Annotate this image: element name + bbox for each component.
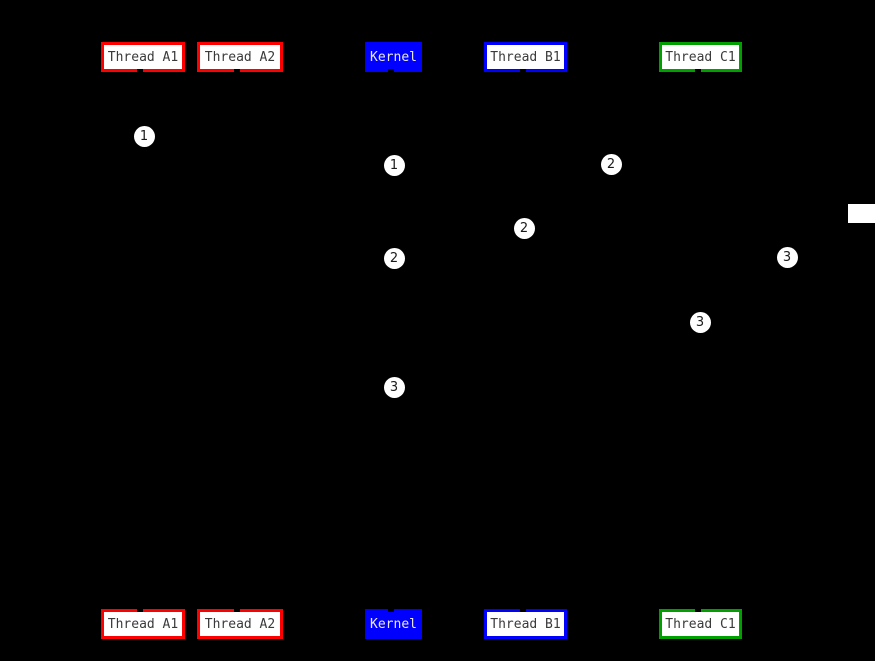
participant-box-bottom-thread-c1: Thread C1 — [659, 609, 742, 639]
lifeline-notch — [234, 609, 240, 612]
step-number: 3 — [389, 379, 399, 395]
step-circle: 2 — [383, 247, 405, 269]
step-circle: 3 — [689, 311, 711, 333]
participant-label: Thread A2 — [204, 616, 276, 632]
participant-box-top-thread-b1: Thread B1 — [484, 42, 567, 72]
step-number: 1 — [389, 157, 399, 173]
lifeline-notch — [137, 69, 143, 72]
participant-box-bottom-thread-a2: Thread A2 — [197, 609, 283, 639]
step-number: 1 — [139, 128, 149, 144]
step-number: 3 — [782, 249, 792, 265]
step-circle: 1 — [133, 125, 155, 147]
step-circle: 1 — [383, 154, 405, 176]
participant-label: Thread A1 — [107, 49, 179, 65]
participant-label: Thread B1 — [490, 49, 561, 65]
participant-label: Thread B1 — [490, 616, 561, 632]
lifeline-notch — [519, 69, 526, 72]
participant-box-bottom-thread-b1: Thread B1 — [484, 609, 567, 639]
step-circle: 2 — [600, 153, 622, 175]
participant-label: Kernel — [370, 49, 417, 65]
participant-box-top-thread-a1: Thread A1 — [101, 42, 185, 72]
lifeline-notch — [234, 69, 240, 72]
step-number: 2 — [519, 220, 529, 236]
lifeline-notch — [387, 609, 394, 612]
step-number: 2 — [606, 156, 616, 172]
lifeline-notch — [694, 609, 701, 612]
clipped-note-box — [848, 204, 875, 223]
participant-box-top-kernel: Kernel — [365, 42, 422, 72]
participant-label: Thread A1 — [107, 616, 179, 632]
participant-box-top-thread-c1: Thread C1 — [659, 42, 742, 72]
participant-box-top-thread-a2: Thread A2 — [197, 42, 283, 72]
lifeline-notch — [694, 69, 701, 72]
step-number: 2 — [389, 250, 399, 266]
participant-label: Thread C1 — [665, 616, 736, 632]
participant-box-bottom-kernel: Kernel — [365, 609, 422, 639]
step-circle: 3 — [776, 246, 798, 268]
step-circle: 2 — [513, 217, 535, 239]
lifeline-notch — [137, 609, 143, 612]
step-circle: 3 — [383, 376, 405, 398]
lifeline-notch — [387, 69, 394, 72]
participant-label: Kernel — [370, 616, 417, 632]
lifeline-notch — [519, 609, 526, 612]
participant-box-bottom-thread-a1: Thread A1 — [101, 609, 185, 639]
participant-label: Thread C1 — [665, 49, 736, 65]
step-number: 3 — [695, 314, 705, 330]
participant-label: Thread A2 — [204, 49, 276, 65]
